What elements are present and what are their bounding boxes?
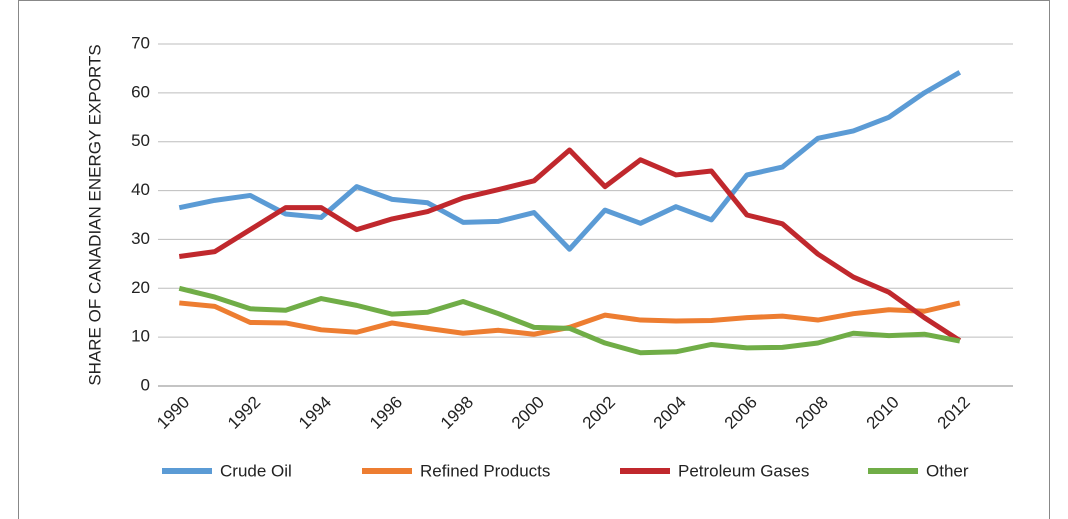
y-tick-label: 0 — [141, 375, 150, 394]
x-tick-label: 2002 — [579, 393, 619, 433]
x-tick-label: 1992 — [224, 393, 264, 433]
legend-label: Petroleum Gases — [678, 461, 809, 480]
x-tick-label: 2008 — [792, 393, 832, 433]
x-tick-label: 2000 — [508, 393, 548, 433]
y-tick-label: 10 — [131, 327, 150, 346]
x-tick-label: 1998 — [437, 393, 477, 433]
x-tick-label: 1996 — [366, 393, 406, 433]
y-tick-label: 70 — [131, 33, 150, 52]
y-tick-label: 20 — [131, 278, 150, 297]
y-axis-label: SHARE OF CANADIAN ENERGY EXPORTS — [85, 44, 104, 385]
legend-label: Crude Oil — [220, 461, 292, 480]
series-line — [178, 285, 961, 356]
legend-label: Other — [926, 461, 969, 480]
y-tick-label: 40 — [131, 180, 150, 199]
frame — [18, 0, 1050, 519]
legend-label: Refined Products — [420, 461, 550, 480]
x-tick-label: 1990 — [153, 393, 193, 433]
series-line — [178, 70, 962, 252]
x-tick-label: 2010 — [863, 393, 903, 433]
y-tick-label: 60 — [131, 82, 150, 101]
y-tick-label: 50 — [131, 131, 150, 150]
series-line — [178, 147, 962, 343]
x-tick-label: 2012 — [934, 393, 974, 433]
x-tick-label: 1994 — [295, 393, 335, 433]
x-tick-label: 2006 — [721, 393, 761, 433]
y-tick-label: 30 — [131, 229, 150, 248]
x-tick-label: 2004 — [650, 393, 690, 433]
